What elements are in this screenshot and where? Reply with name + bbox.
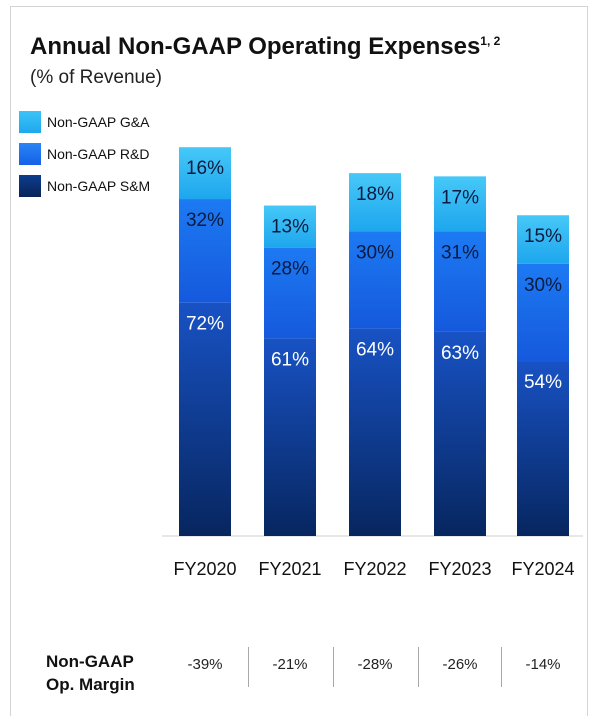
- op-margin-value-fy2020: -39%: [187, 656, 223, 673]
- x-tick-label-fy2020: FY2020: [173, 559, 236, 579]
- op-margin-separator: [418, 647, 419, 687]
- data-label-sm-fy2020: 72%: [186, 314, 224, 335]
- data-label-ga-fy2024: 15%: [524, 226, 562, 247]
- legend-swatch-rd: [19, 143, 41, 165]
- op-margin-separator: [248, 647, 249, 687]
- x-tick-label-fy2021: FY2021: [258, 559, 321, 579]
- title-footnote: 1, 2: [480, 34, 501, 48]
- bar-ga-fy2021: [264, 205, 316, 248]
- chart-title: Annual Non-GAAP Operating Expenses1, 2: [30, 33, 501, 60]
- bar-sm-fy2021: [264, 338, 316, 536]
- data-label-ga-fy2023: 17%: [441, 187, 479, 208]
- data-label-sm-fy2023: 63%: [441, 343, 479, 364]
- chart-subtitle: (% of Revenue): [30, 67, 163, 88]
- bar-rd-fy2022: [349, 231, 401, 329]
- bar-rd-fy2024: [517, 263, 569, 362]
- legend-label-rd: Non-GAAP R&D: [47, 146, 150, 162]
- legend-item-sm: Non-GAAP S&M: [19, 174, 150, 198]
- bar-rd-fy2020: [179, 199, 231, 303]
- bar-ga-fy2023: [434, 176, 486, 232]
- bar-sm-fy2024: [517, 361, 569, 536]
- data-label-ga-fy2021: 13%: [271, 217, 309, 238]
- data-label-sm-fy2024: 54%: [524, 372, 562, 393]
- bar-rd-fy2023: [434, 231, 486, 332]
- op-margin-value-fy2023: -26%: [442, 656, 478, 673]
- op-margin-label: Non-GAAP Op. Margin: [46, 650, 135, 696]
- x-tick-label-fy2022: FY2022: [343, 559, 406, 579]
- op-margin-separator: [333, 647, 334, 687]
- op-margin-value-fy2024: -14%: [525, 656, 561, 673]
- bar-ga-fy2024: [517, 215, 569, 264]
- bar-ga-fy2020: [179, 147, 231, 200]
- op-margin-label-line1: Non-GAAP: [46, 652, 134, 671]
- legend-item-ga: Non-GAAP G&A: [19, 110, 150, 134]
- bar-sm-fy2023: [434, 331, 486, 536]
- legend-label-ga: Non-GAAP G&A: [47, 114, 150, 130]
- legend-item-rd: Non-GAAP R&D: [19, 142, 150, 166]
- legend-swatch-ga: [19, 111, 41, 133]
- data-label-rd-fy2021: 28%: [271, 259, 309, 280]
- bar-ga-fy2022: [349, 173, 401, 232]
- x-tick-label-fy2023: FY2023: [428, 559, 491, 579]
- bar-chart: 72% 32% 16% 61% 28% 13% 64% 30% 18% 63% 31% 17% 54% 3…: [162, 147, 583, 579]
- data-label-rd-fy2022: 30%: [356, 242, 394, 263]
- bar-rd-fy2021: [264, 247, 316, 339]
- x-tick-label-fy2024: FY2024: [511, 559, 574, 579]
- chart-panel: [10, 6, 588, 716]
- op-margin-value-fy2021: -21%: [272, 656, 308, 673]
- op-margin-separator: [501, 647, 502, 687]
- data-label-sm-fy2021: 61%: [271, 349, 309, 370]
- op-margin-value-fy2022: -28%: [357, 656, 393, 673]
- bar-sm-fy2020: [179, 302, 231, 536]
- bar-sm-fy2022: [349, 328, 401, 536]
- data-label-ga-fy2020: 16%: [186, 158, 224, 179]
- data-label-rd-fy2020: 32%: [186, 210, 224, 231]
- op-margin-label-line2: Op. Margin: [46, 675, 135, 694]
- data-label-ga-fy2022: 18%: [356, 184, 394, 205]
- data-label-sm-fy2022: 64%: [356, 340, 394, 361]
- legend-label-sm: Non-GAAP S&M: [47, 178, 151, 194]
- legend-swatch-sm: [19, 175, 41, 197]
- data-label-rd-fy2024: 30%: [524, 275, 562, 296]
- legend: Non-GAAP G&A Non-GAAP R&D Non-GAAP S&M: [19, 110, 150, 206]
- data-label-rd-fy2023: 31%: [441, 242, 479, 263]
